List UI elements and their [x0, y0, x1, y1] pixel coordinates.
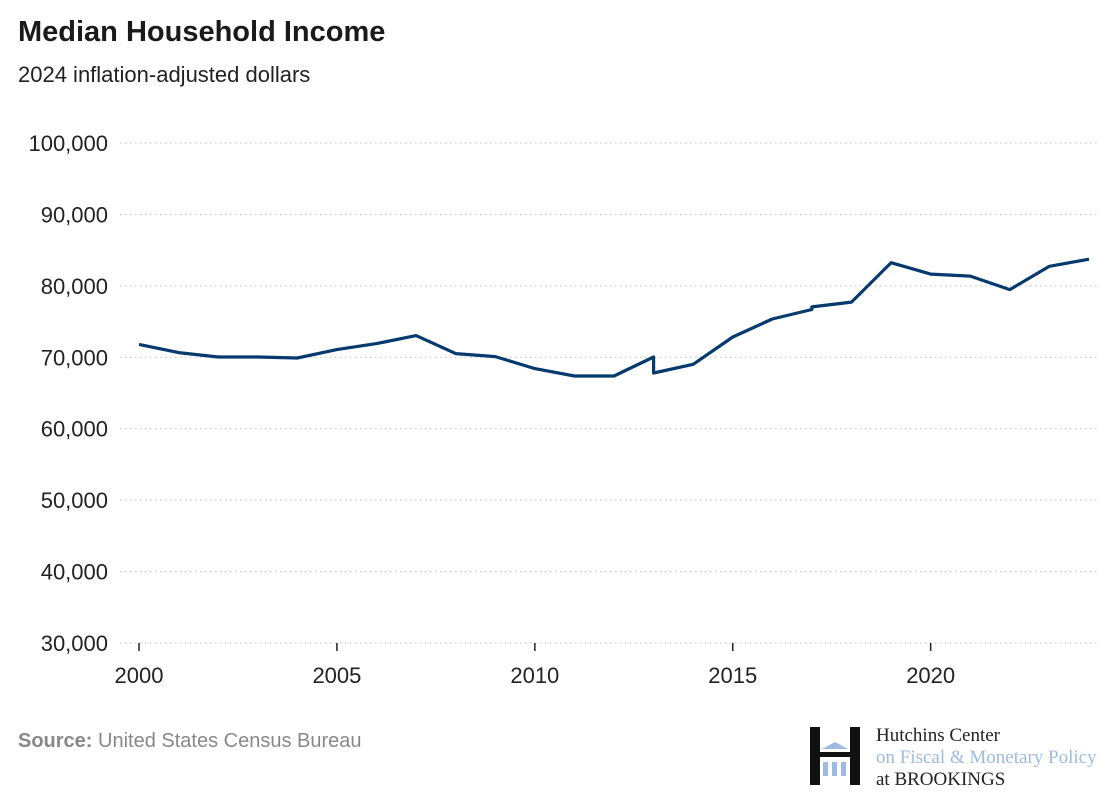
y-tick-label: 100,000: [28, 131, 108, 156]
y-tick-label: 70,000: [41, 345, 108, 370]
chart-title: Median Household Income: [18, 16, 386, 48]
logo-line-2: on Fiscal & Monetary Policy: [876, 747, 1097, 768]
source-text: United States Census Bureau: [98, 730, 362, 752]
y-tick-label: 40,000: [41, 560, 108, 585]
source-label: Source:: [18, 730, 93, 752]
y-tick-label: 30,000: [41, 631, 108, 656]
x-tick-label: 2015: [708, 663, 757, 688]
y-tick-label: 90,000: [41, 202, 108, 227]
y-tick-label: 60,000: [41, 417, 108, 442]
brookings-h-icon: [810, 727, 860, 785]
logo-line-3: at BROOKINGS: [876, 769, 1006, 790]
x-tick-label: 2000: [115, 663, 164, 688]
x-tick-label: 2005: [312, 663, 361, 688]
hutchins-center-logo: Hutchins Center on Fiscal & Monetary Pol…: [808, 725, 1108, 790]
x-tick-label: 2020: [906, 663, 955, 688]
chart-subtitle: 2024 inflation-adjusted dollars: [18, 62, 311, 87]
logo-line-1: Hutchins Center: [876, 725, 1001, 746]
y-tick-label: 50,000: [41, 488, 108, 513]
source-note: Source: United States Census Bureau: [18, 730, 362, 753]
series-line: [138, 257, 1090, 378]
x-tick-label: 2010: [510, 663, 559, 688]
y-tick-label: 80,000: [41, 274, 108, 299]
